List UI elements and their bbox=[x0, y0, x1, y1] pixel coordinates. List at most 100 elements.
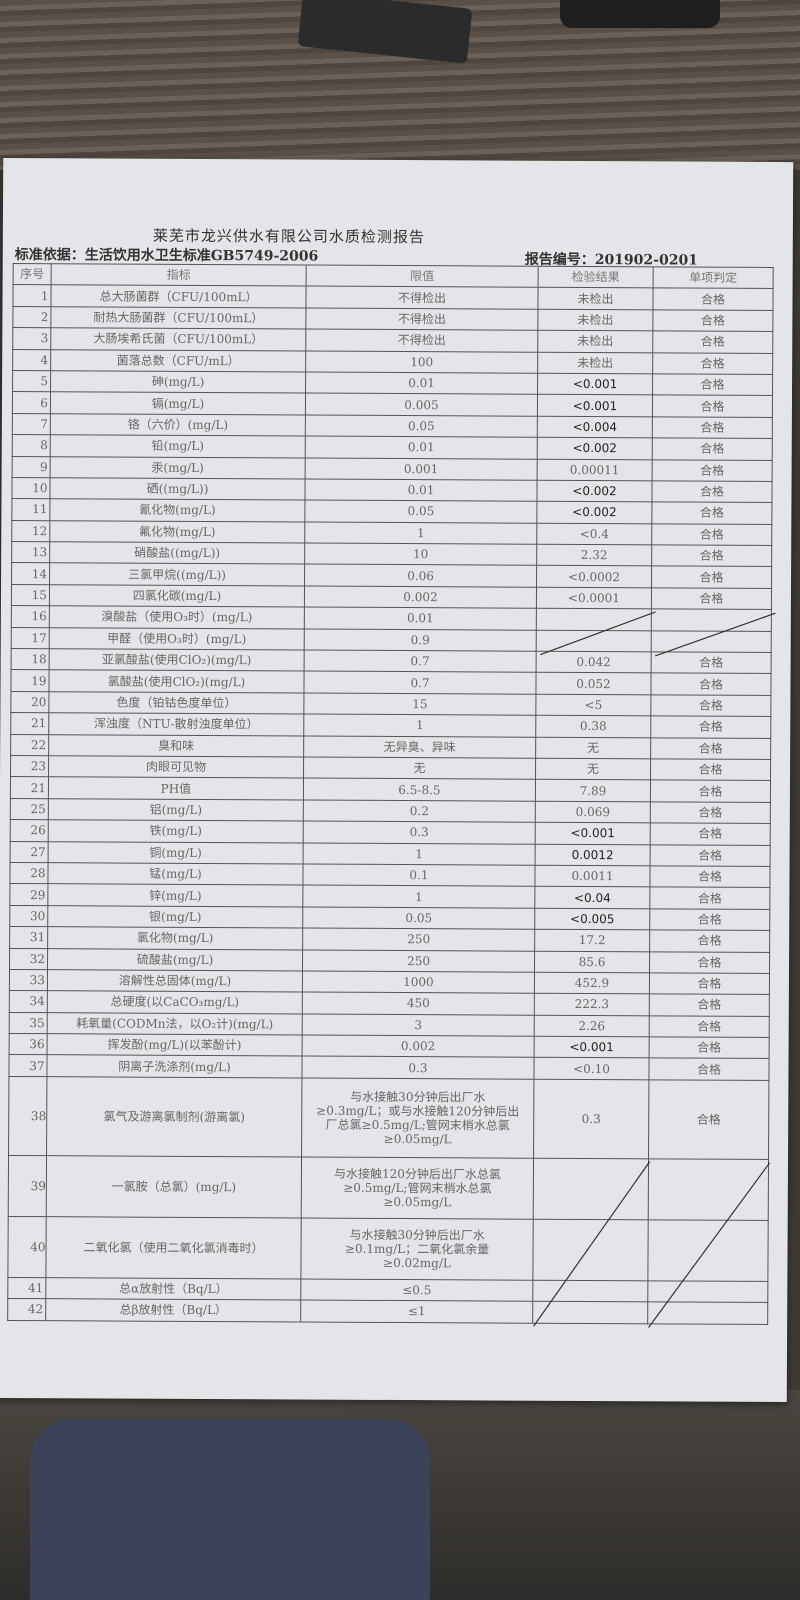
cell-judgment: 合格 bbox=[651, 587, 772, 610]
cell-indicator: 三氯甲烷((mg/L)) bbox=[49, 563, 305, 586]
cell-judgment: 合格 bbox=[649, 1036, 770, 1059]
cell-indicator: 二氧化氯（使用二氧化氯消毒时） bbox=[45, 1216, 302, 1279]
cell-judgment: 合格 bbox=[649, 929, 770, 952]
cell-judgment bbox=[647, 1302, 768, 1325]
cell-limit: 0.7 bbox=[304, 650, 537, 673]
cell-judgment: 合格 bbox=[652, 416, 773, 439]
cell-result: 未检出 bbox=[537, 309, 653, 332]
cell-seq: 7 bbox=[12, 413, 51, 435]
table-row: 42 总β放射性（Bq/L） ≤1 bbox=[7, 1298, 768, 1325]
cell-seq: 35 bbox=[9, 1012, 48, 1034]
cell-result: <0.001 bbox=[537, 394, 653, 417]
cell-indicator: 氰化物(mg/L) bbox=[49, 498, 305, 522]
cell-limit: 0.06 bbox=[304, 564, 537, 588]
cell-indicator: 总硬度(以CaCO₃mg/L) bbox=[47, 990, 303, 1014]
cell-result: 未检出 bbox=[537, 330, 653, 353]
cell-result bbox=[536, 629, 652, 652]
header-judgment: 单项判定 bbox=[653, 266, 774, 289]
cell-result: <0.001 bbox=[537, 373, 653, 396]
cell-limit: 0.05 bbox=[302, 906, 535, 930]
cell-seq: 2 bbox=[12, 306, 51, 328]
cell-judgment: 合格 bbox=[651, 480, 773, 503]
cell-result: <0.002 bbox=[537, 437, 653, 460]
cell-judgment: 合格 bbox=[652, 309, 773, 332]
cell-seq: 21 bbox=[10, 712, 49, 735]
cell-indicator: 砷(mg/L) bbox=[50, 370, 306, 394]
cell-judgment: 合格 bbox=[652, 437, 773, 460]
cell-limit: 0.005 bbox=[305, 393, 538, 416]
cell-indicator: 镉(mg/L) bbox=[50, 392, 306, 415]
cell-judgment: 合格 bbox=[649, 972, 770, 995]
cell-judgment: 合格 bbox=[650, 780, 771, 803]
cell-judgment: 合格 bbox=[652, 331, 773, 354]
cell-seq: 19 bbox=[10, 669, 50, 692]
cell-indicator: 浑浊度（NTU-散射浊度单位） bbox=[48, 712, 304, 736]
cell-result: <0.001 bbox=[535, 822, 651, 845]
cell-judgment: 合格 bbox=[648, 1058, 770, 1081]
cell-indicator: 氯气及游离氯制剂(游离氯) bbox=[46, 1076, 302, 1157]
cell-seq: 39 bbox=[8, 1155, 47, 1217]
cell-result: 2.32 bbox=[536, 544, 652, 567]
cell-indicator: 氯化物(mg/L) bbox=[47, 926, 303, 950]
cell-seq: 1 bbox=[12, 284, 52, 307]
cell-indicator: 耗氧量(CODMn法，以O₂计)(mg/L) bbox=[47, 1012, 303, 1036]
cell-judgment: 合格 bbox=[650, 716, 771, 739]
cell-seq: 41 bbox=[7, 1277, 46, 1299]
table-row: 39 一氯胺（总氯）(mg/L) 与水接触120分钟后出厂水总氯≥0.5mg/L;管… bbox=[8, 1155, 769, 1221]
cell-indicator: 铜(mg/L) bbox=[48, 841, 304, 864]
cell-judgment: 合格 bbox=[649, 887, 770, 910]
header-limit: 限值 bbox=[306, 265, 539, 288]
cell-result: <0.0002 bbox=[536, 565, 652, 588]
cell-seq: 14 bbox=[11, 562, 50, 585]
cell-judgment: 合格 bbox=[650, 737, 771, 760]
cell-result: 7.89 bbox=[535, 779, 651, 802]
header-seq: 序号 bbox=[13, 263, 52, 286]
cell-seq: 25 bbox=[10, 798, 49, 820]
cell-result: <0.004 bbox=[537, 415, 653, 438]
cell-seq: 27 bbox=[10, 841, 49, 863]
cell-judgment: 合格 bbox=[651, 651, 772, 674]
cell-seq: 15 bbox=[11, 584, 50, 606]
cell-limit: 0.1 bbox=[302, 863, 536, 887]
cell-judgment: 合格 bbox=[650, 673, 772, 696]
cell-result bbox=[536, 608, 652, 631]
cell-indicator: 铬（六价）(mg/L) bbox=[50, 413, 306, 437]
cell-result: 0.042 bbox=[536, 651, 652, 674]
cell-judgment bbox=[648, 1158, 769, 1221]
water-quality-table: 序号 指标 限值 检验结果 单项判定 1 总大肠菌群（CFU/100mL） 不得检出… bbox=[7, 263, 774, 1325]
cell-result: 0.0011 bbox=[534, 865, 651, 888]
cell-indicator: 铅(mg/L) bbox=[50, 434, 306, 458]
cell-judgment: 合格 bbox=[651, 502, 772, 525]
cell-seq: 8 bbox=[12, 434, 51, 457]
cell-limit: 与水接触30分钟后出厂水≥0.1mg/L；二氧化氯余量≥0.02mg/L bbox=[300, 1217, 534, 1281]
cell-judgment: 合格 bbox=[652, 373, 773, 396]
cell-indicator: 溴酸盐（使用O₃时）(mg/L) bbox=[49, 605, 305, 629]
cell-indicator: 氯酸盐(使用ClO₂)(mg/L) bbox=[48, 670, 305, 693]
cell-limit: 0.002 bbox=[302, 1035, 535, 1058]
cell-result: <0.0001 bbox=[536, 587, 652, 610]
cell-seq: 37 bbox=[8, 1054, 48, 1077]
cell-result: 17.2 bbox=[534, 929, 650, 952]
cell-seq: 31 bbox=[9, 926, 48, 949]
cell-seq: 17 bbox=[11, 627, 50, 649]
cell-limit: 0.7 bbox=[303, 671, 537, 695]
cell-limit: 450 bbox=[302, 992, 535, 1015]
cell-result: <0.10 bbox=[533, 1057, 650, 1080]
cell-limit: 与水接触30分钟后出厂水≥0.3mg/L；或与水接触120分钟后出厂总氯≥0.5… bbox=[301, 1077, 534, 1159]
cell-limit: 250 bbox=[302, 949, 535, 973]
cell-judgment: 合格 bbox=[651, 566, 772, 589]
cell-indicator: 汞(mg/L) bbox=[50, 456, 306, 479]
cell-seq: 21 bbox=[10, 776, 49, 799]
cell-limit: 0.9 bbox=[304, 628, 537, 652]
cell-indicator: 总大肠菌群（CFU/100mL） bbox=[50, 285, 307, 308]
cell-result: 452.9 bbox=[534, 972, 650, 995]
header-result: 检验结果 bbox=[538, 266, 654, 289]
cell-judgment: 合格 bbox=[650, 844, 771, 867]
cell-limit: 无 bbox=[303, 757, 536, 780]
report-title: 莱芜市龙兴供水有限公司水质检测报告 bbox=[152, 226, 425, 247]
cell-result: 0.3 bbox=[533, 1079, 649, 1159]
cell-seq: 16 bbox=[11, 605, 50, 628]
cell-limit: 1 bbox=[303, 714, 536, 737]
cell-seq: 36 bbox=[9, 1033, 48, 1056]
cell-judgment: 合格 bbox=[652, 352, 773, 375]
